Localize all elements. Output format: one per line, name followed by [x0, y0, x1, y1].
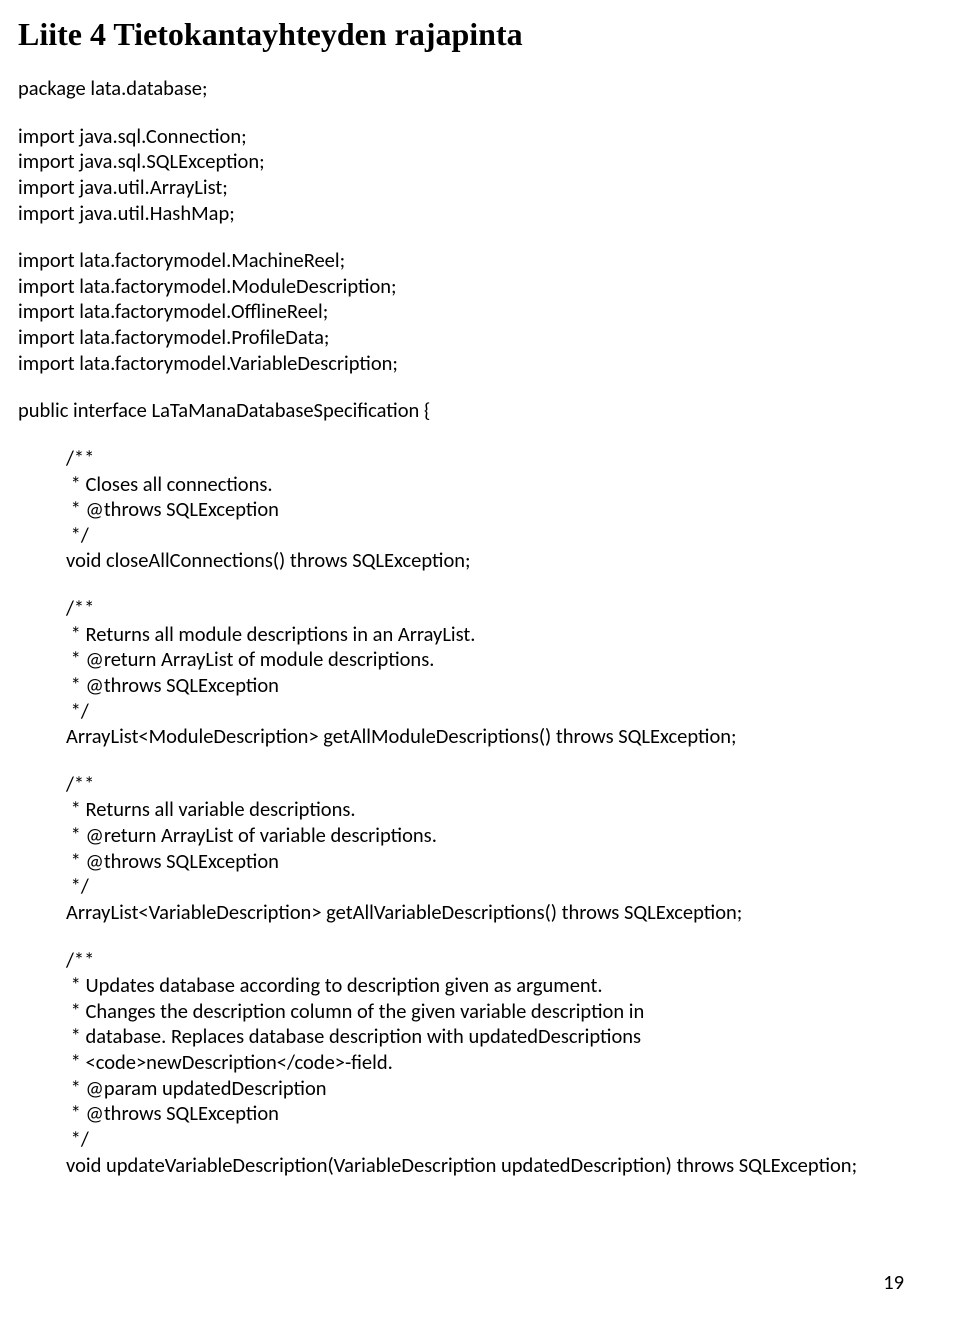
- package-declaration: package lata.database;: [18, 76, 942, 102]
- method-get-modules: /** * Returns all module descriptions in…: [66, 596, 942, 750]
- document-page: Liite 4 Tietokantayhteyden rajapinta pac…: [18, 14, 942, 1300]
- method-update-variable: /** * Updates database according to desc…: [66, 948, 942, 1179]
- page-title: Liite 4 Tietokantayhteyden rajapinta: [18, 14, 942, 54]
- lata-imports: import lata.factorymodel.MachineReel; im…: [18, 248, 942, 376]
- method-get-variables: /** * Returns all variable descriptions.…: [66, 772, 942, 926]
- interface-declaration: public interface LaTaManaDatabaseSpecifi…: [18, 398, 942, 424]
- page-number: 19: [883, 1270, 904, 1296]
- java-imports: import java.sql.Connection; import java.…: [18, 124, 942, 227]
- method-close-connections: /** * Closes all connections. * @throws …: [66, 446, 942, 574]
